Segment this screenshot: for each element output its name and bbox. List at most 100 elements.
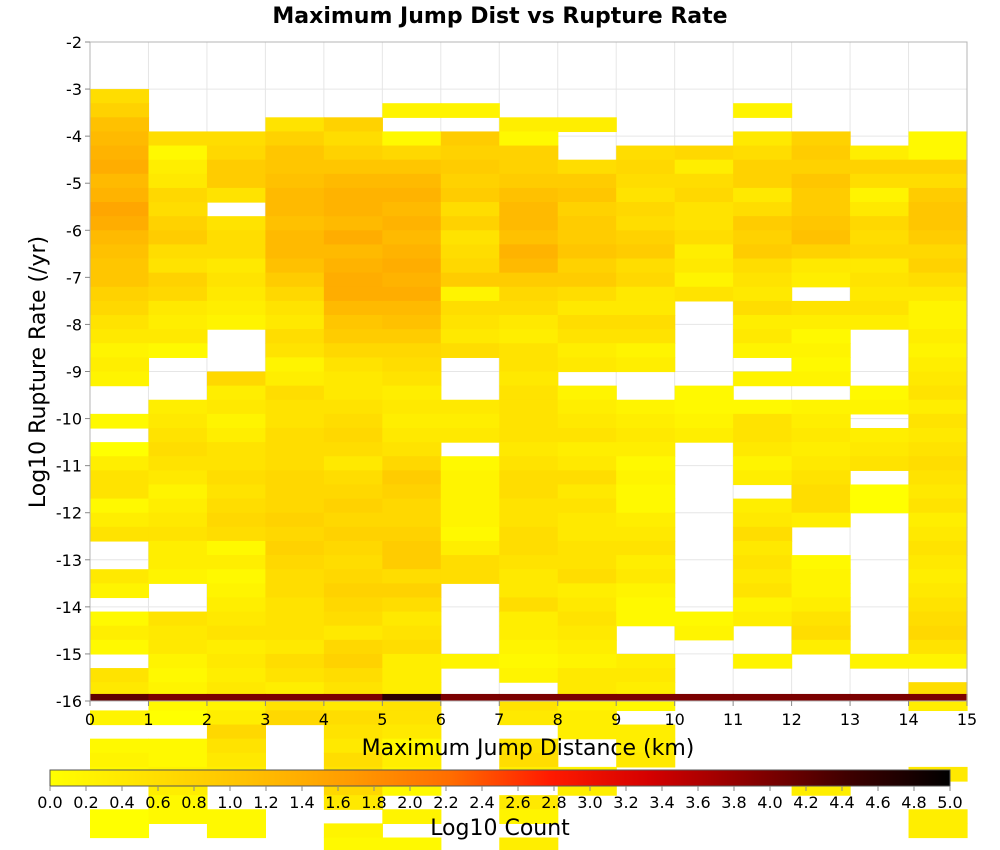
heatmap-cell (616, 653, 676, 669)
x-tick-label: 13 (840, 710, 860, 729)
heatmap-cell (382, 653, 442, 669)
heatmap-cell (616, 329, 676, 344)
heatmap-cell (90, 202, 150, 217)
heatmap-cell (499, 343, 559, 358)
y-tick-label: -3 (66, 80, 82, 99)
x-tick-label: 11 (723, 710, 743, 729)
heatmap-cell (850, 286, 910, 302)
heatmap-cell (908, 357, 968, 373)
heatmap-cell (440, 159, 500, 175)
heatmap-cell (148, 286, 208, 302)
heatmap-cell (499, 512, 559, 528)
y-tick-label: -12 (56, 504, 82, 523)
heatmap-cell (265, 427, 325, 443)
heatmap-cell (674, 272, 734, 288)
colorbar-tick-label: 4.8 (901, 793, 926, 812)
heatmap-cell (265, 668, 325, 683)
heatmap-cell (382, 244, 442, 260)
heatmap-cell (206, 625, 266, 641)
heatmap-cell (440, 216, 500, 231)
heatmap-cell (323, 682, 383, 697)
heatmap-cell (265, 526, 325, 542)
colorbar-tick-label: 0.2 (73, 793, 98, 812)
heatmap-cell (733, 131, 793, 147)
colorbar-tick-label: 2.8 (541, 793, 566, 812)
heatmap-cell (557, 639, 617, 655)
chart-title: Maximum Jump Dist vs Rupture Rate (272, 4, 727, 29)
heatmap-cell (557, 682, 617, 697)
heatmap-cell (265, 202, 325, 217)
heatmap-cell (323, 512, 383, 528)
heatmap-cell (440, 343, 500, 358)
heatmap-cell (733, 399, 793, 415)
heatmap-cell (206, 442, 266, 457)
heatmap-cell (265, 413, 325, 429)
heatmap-cell (90, 103, 150, 118)
heatmap-cell (382, 131, 442, 147)
heatmap-cell (265, 693, 325, 701)
heatmap-cell (557, 625, 617, 641)
heatmap-cell (850, 498, 910, 514)
heatmap-cell (440, 300, 500, 316)
heatmap-cell (206, 385, 266, 401)
heatmap-cell (557, 583, 617, 599)
x-tick-label: 2 (202, 710, 212, 729)
heatmap-cell (440, 399, 500, 415)
heatmap-cell (90, 456, 150, 471)
heatmap-cell (674, 625, 734, 641)
heatmap-cell (908, 427, 968, 443)
heatmap-cell (616, 682, 676, 697)
colorbar-tick-label: 3.0 (577, 793, 602, 812)
heatmap-cell (265, 244, 325, 260)
heatmap-cell (850, 272, 910, 288)
heatmap-cell (616, 442, 676, 457)
heatmap-cell (733, 442, 793, 457)
heatmap-cell (90, 512, 150, 528)
heatmap-cell (323, 569, 383, 584)
heatmap-cell (382, 512, 442, 528)
heatmap-cell (616, 286, 676, 302)
heatmap-cell (323, 371, 383, 387)
heatmap-cell (791, 583, 851, 599)
heatmap-cell (733, 413, 793, 429)
heatmap-cell (148, 625, 208, 641)
heatmap-cell (382, 682, 442, 697)
heatmap-cell (616, 668, 676, 683)
heatmap-cell (499, 498, 559, 514)
heatmap-cell (499, 555, 559, 570)
heatmap-cell (733, 202, 793, 217)
heatmap-cell (323, 526, 383, 542)
heatmap-cell (733, 456, 793, 471)
heatmap-cell (733, 470, 793, 486)
heatmap-cell (499, 427, 559, 443)
heatmap-cell (206, 230, 266, 246)
heatmap-cell (674, 258, 734, 274)
heatmap-cell (90, 611, 150, 627)
heatmap-cell (850, 300, 910, 316)
heatmap-cell (148, 145, 208, 161)
heatmap-cell (440, 540, 500, 556)
colorbar-tick-label: 1.0 (217, 793, 242, 812)
heatmap-cell (674, 611, 734, 627)
heatmap-cell (499, 300, 559, 316)
heatmap-cell (908, 484, 968, 500)
heatmap-cell (265, 216, 325, 231)
heatmap-cell (265, 230, 325, 246)
heatmap-cell (908, 498, 968, 514)
heatmap-cell (908, 385, 968, 401)
heatmap-cell (440, 693, 500, 701)
heatmap-cell (148, 413, 208, 429)
heatmap-cell (557, 413, 617, 429)
heatmap-cell (850, 258, 910, 274)
heatmap-cell (616, 216, 676, 231)
heatmap-cell (557, 693, 617, 701)
colorbar-tick-label: 3.8 (721, 793, 746, 812)
heatmap-cell (382, 286, 442, 302)
heatmap-cell (557, 399, 617, 415)
heatmap-cell (791, 145, 851, 161)
y-tick-label: -16 (56, 692, 82, 711)
heatmap-cell (323, 752, 383, 768)
x-tick-label: 8 (553, 710, 563, 729)
heatmap-cell (148, 795, 208, 810)
heatmap-cell (206, 668, 266, 683)
